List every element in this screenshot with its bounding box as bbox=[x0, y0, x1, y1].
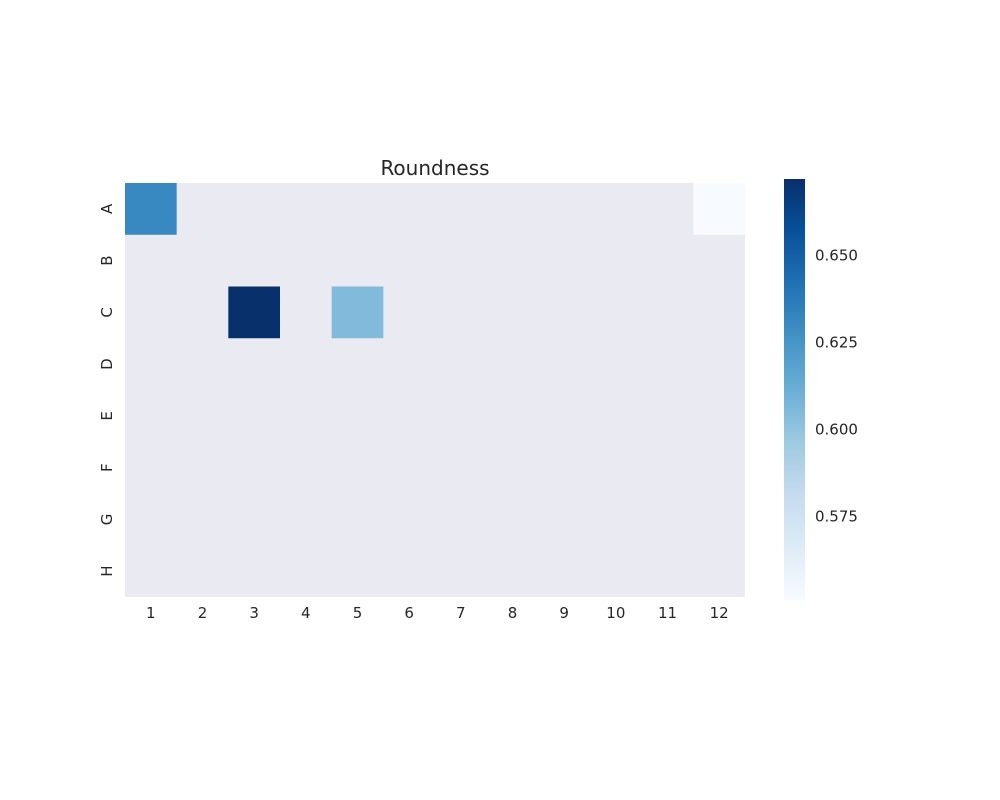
chart-title: Roundness bbox=[380, 156, 489, 180]
y-tick-label: D bbox=[98, 358, 116, 370]
heatmap-cell-C5 bbox=[331, 286, 384, 339]
x-tick-label: 8 bbox=[508, 604, 518, 622]
x-axis-ticks: 1 2 3 4 5 6 7 8 9 10 11 12 bbox=[146, 604, 729, 622]
colorbar-tick-label: 0.575 bbox=[815, 507, 858, 525]
x-tick-label: 12 bbox=[710, 604, 729, 622]
x-tick-label: 11 bbox=[658, 604, 677, 622]
heatmap-cell-A12 bbox=[693, 183, 745, 235]
heatmap-cell-A1 bbox=[125, 183, 177, 235]
y-tick-label: G bbox=[98, 514, 116, 526]
y-tick-label: C bbox=[98, 307, 116, 317]
colorbar-tick-label: 0.625 bbox=[815, 334, 858, 352]
colorbar-tick-label: 0.650 bbox=[815, 247, 858, 265]
x-tick-label: 1 bbox=[146, 604, 156, 622]
colorbar: 0.575 0.600 0.625 0.650 bbox=[784, 179, 858, 600]
heatmap-plot-area bbox=[125, 183, 745, 597]
x-tick-label: 9 bbox=[559, 604, 569, 622]
heatmap-background bbox=[125, 183, 745, 597]
x-tick-label: 4 bbox=[301, 604, 311, 622]
heatmap-cell-C3 bbox=[228, 286, 280, 339]
y-tick-label: E bbox=[98, 411, 116, 420]
y-tick-label: B bbox=[98, 255, 116, 265]
x-tick-label: 5 bbox=[353, 604, 363, 622]
x-tick-label: 6 bbox=[404, 604, 414, 622]
y-axis-ticks: A B C D E F G H bbox=[98, 203, 116, 577]
x-tick-label: 2 bbox=[198, 604, 208, 622]
y-tick-label: A bbox=[98, 203, 116, 214]
colorbar-ticks: 0.575 0.600 0.625 0.650 bbox=[815, 247, 858, 526]
y-tick-label: F bbox=[98, 463, 116, 472]
x-tick-label: 7 bbox=[456, 604, 466, 622]
y-tick-label: H bbox=[98, 565, 116, 576]
x-tick-label: 3 bbox=[249, 604, 259, 622]
x-tick-label: 10 bbox=[606, 604, 625, 622]
colorbar-tick-label: 0.600 bbox=[815, 421, 858, 439]
colorbar-gradient bbox=[784, 179, 805, 600]
